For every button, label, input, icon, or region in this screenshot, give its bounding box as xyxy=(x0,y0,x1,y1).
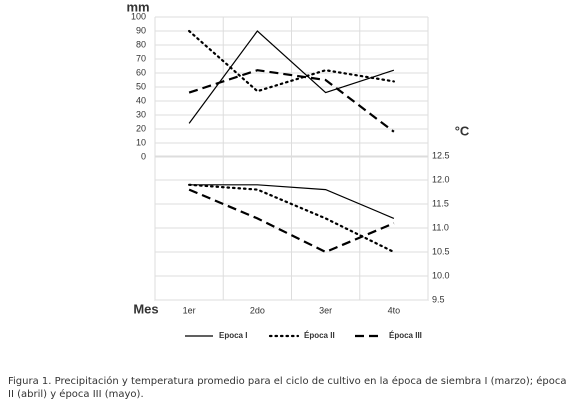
y-tick-label: 12.0 xyxy=(432,174,450,184)
x-tick-label: 2do xyxy=(250,305,265,315)
y-tick-label: 40 xyxy=(136,95,146,105)
y-tick-label: 70 xyxy=(136,53,146,63)
y-tick-label: 10.0 xyxy=(432,270,450,280)
legend-label: Época III xyxy=(389,331,422,340)
y-tick-label: 0 xyxy=(141,151,146,161)
caption: Figura 1. Precipitación y temperatura pr… xyxy=(8,376,567,400)
y-tick-label: 11.0 xyxy=(432,222,449,232)
x-tick-label: 4to xyxy=(388,305,401,315)
series-line xyxy=(189,184,395,219)
x-label: Mes xyxy=(133,301,158,316)
x-tick-label: 1er xyxy=(183,305,196,315)
chart: mm °C Mes 0 10 20 30 40 50 60 70 80 90 100 9.5 10.0 1… xyxy=(126,0,470,340)
legend-label: Época II xyxy=(304,331,335,340)
y-tick-label: 60 xyxy=(136,67,146,77)
y-label: mm xyxy=(126,0,149,14)
y-tick-label: 50 xyxy=(136,81,146,91)
y-tick-label: 12.5 xyxy=(432,150,450,160)
legend-label: Epoca I xyxy=(219,331,247,340)
y-tick-label: 9.5 xyxy=(432,294,445,304)
x-tick-label: 3er xyxy=(319,305,332,315)
y-tick-label: 30 xyxy=(136,109,146,119)
series-line xyxy=(188,69,395,133)
y-tick-label: 80 xyxy=(136,39,146,49)
y-tick-label: 11.5 xyxy=(432,198,449,208)
y-tick-label: 100 xyxy=(131,11,146,21)
series-line xyxy=(188,30,395,124)
series-line xyxy=(188,29,395,93)
y-tick-label: 20 xyxy=(136,123,146,133)
series-line xyxy=(188,188,395,254)
y2-label: °C xyxy=(455,123,470,138)
y-tick-label: 90 xyxy=(136,25,146,35)
y-tick-label: 10.5 xyxy=(432,246,450,256)
y-tick-label: 10 xyxy=(136,137,146,147)
series-line xyxy=(188,183,395,254)
